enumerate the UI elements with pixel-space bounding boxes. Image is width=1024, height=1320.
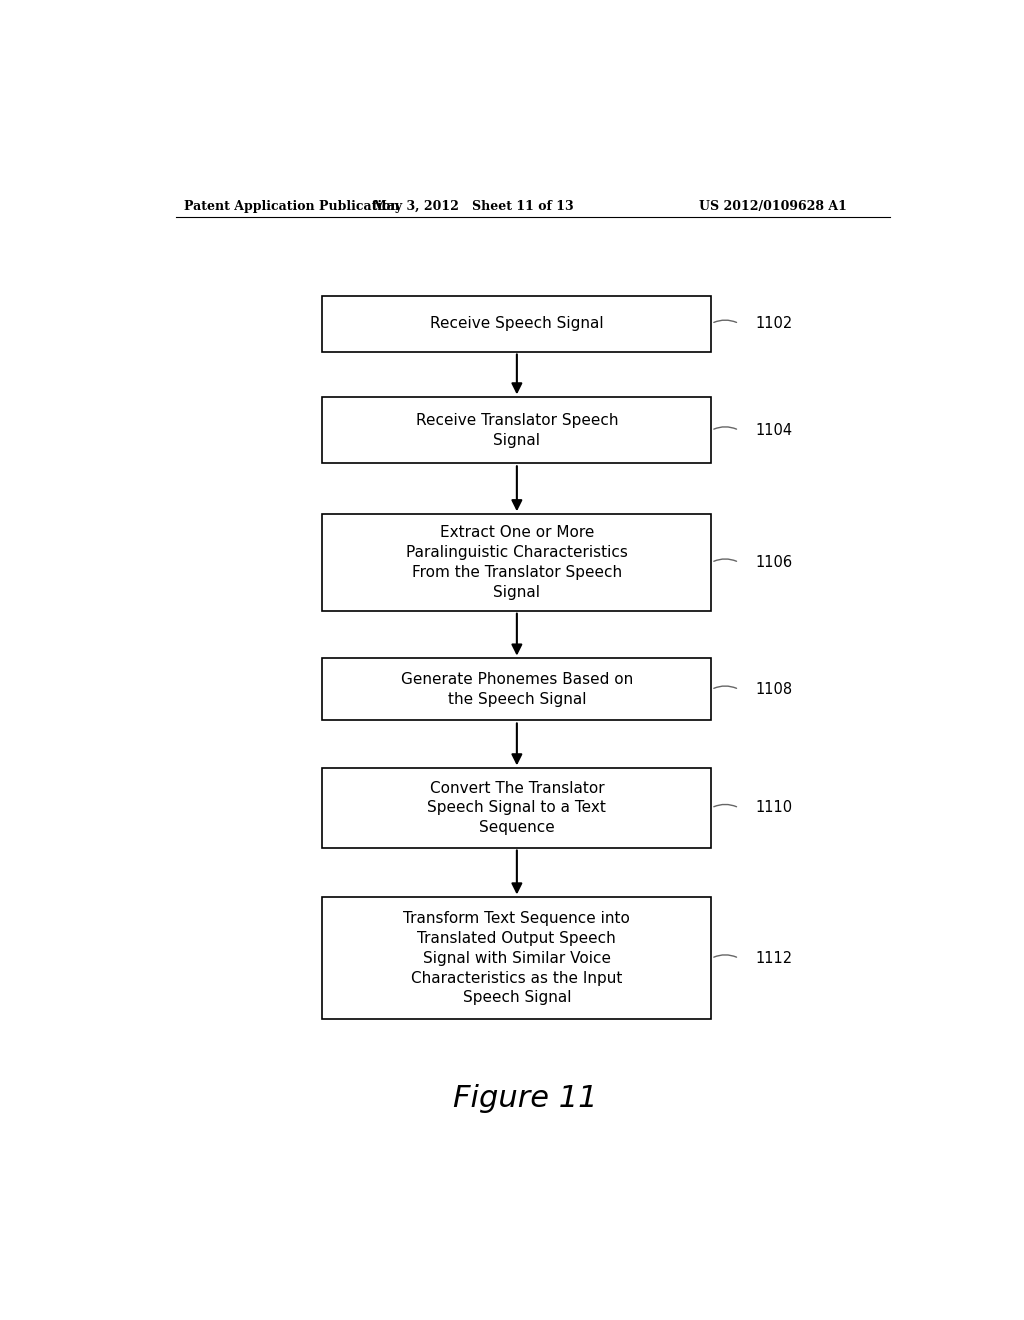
Text: Receive Speech Signal: Receive Speech Signal <box>430 315 604 331</box>
Text: Patent Application Publication: Patent Application Publication <box>183 199 399 213</box>
Bar <box>323 659 712 721</box>
Text: Extract One or More
Paralinguistic Characteristics
From the Translator Speech
Si: Extract One or More Paralinguistic Chara… <box>406 525 628 599</box>
Text: Convert The Translator
Speech Signal to a Text
Sequence: Convert The Translator Speech Signal to … <box>427 780 606 836</box>
Bar <box>323 768 712 847</box>
Text: May 3, 2012   Sheet 11 of 13: May 3, 2012 Sheet 11 of 13 <box>373 199 573 213</box>
Text: Figure 11: Figure 11 <box>453 1084 597 1113</box>
Bar <box>323 515 712 611</box>
Text: 1104: 1104 <box>755 422 793 438</box>
Bar <box>323 397 712 463</box>
Text: 1110: 1110 <box>755 800 793 816</box>
Bar <box>323 898 712 1019</box>
Bar <box>323 296 712 351</box>
Text: Transform Text Sequence into
Translated Output Speech
Signal with Similar Voice
: Transform Text Sequence into Translated … <box>403 911 631 1006</box>
Text: 1112: 1112 <box>755 950 793 966</box>
Text: Receive Translator Speech
Signal: Receive Translator Speech Signal <box>416 413 618 447</box>
Text: 1106: 1106 <box>755 554 793 570</box>
Text: Generate Phonemes Based on
the Speech Signal: Generate Phonemes Based on the Speech Si… <box>400 672 633 708</box>
Text: 1108: 1108 <box>755 682 793 697</box>
Text: US 2012/0109628 A1: US 2012/0109628 A1 <box>699 199 847 213</box>
Text: 1102: 1102 <box>755 315 793 331</box>
